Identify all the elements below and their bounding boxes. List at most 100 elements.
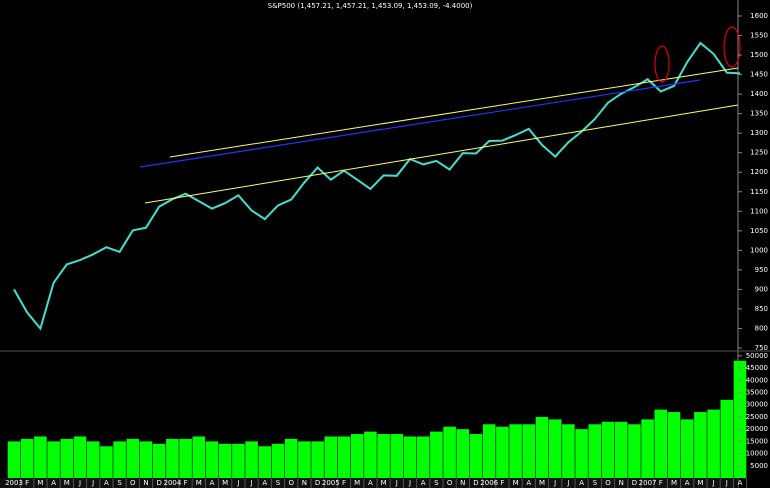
volume-bar bbox=[628, 424, 641, 478]
volume-bar bbox=[456, 429, 470, 478]
volume-bar bbox=[73, 436, 87, 478]
volume-bar bbox=[522, 424, 536, 478]
volume-bar bbox=[298, 441, 311, 478]
x-tick-label: S bbox=[276, 479, 281, 487]
volume-bar bbox=[482, 424, 496, 478]
x-tick-label: N bbox=[460, 479, 465, 487]
y-tick-label: 1300 bbox=[750, 129, 768, 137]
volume-bar bbox=[179, 438, 192, 478]
x-tick-label: M bbox=[196, 479, 202, 487]
volume-bar bbox=[562, 424, 575, 478]
y-tick-label: 750 bbox=[755, 344, 768, 352]
y-tick-label: 850 bbox=[755, 305, 768, 313]
x-tick-label: J bbox=[395, 479, 398, 487]
x-tick-label: M bbox=[381, 479, 387, 487]
x-tick-label: A bbox=[210, 479, 215, 487]
chart-title: S&P500 (1,457.21, 1,457.21, 1,453.09, 1,… bbox=[268, 2, 473, 10]
volume-bar bbox=[166, 438, 179, 478]
y2-tick-label: 35000 bbox=[746, 389, 768, 397]
x-tick-label: S bbox=[117, 479, 122, 487]
x-tick-label: N bbox=[302, 479, 307, 487]
volume-bar bbox=[416, 436, 430, 478]
volume-bar bbox=[271, 443, 285, 478]
volume-bar bbox=[575, 429, 588, 478]
y2-tick-label: 20000 bbox=[746, 425, 768, 433]
y-tick-label: 1500 bbox=[750, 51, 768, 59]
x-tick-label: A bbox=[51, 479, 56, 487]
y2-tick-label: 40000 bbox=[746, 376, 768, 384]
volume-bar bbox=[337, 436, 351, 478]
volume-bar bbox=[152, 443, 166, 478]
x-tick-label: M bbox=[354, 479, 360, 487]
x-tick-label: J bbox=[408, 479, 411, 487]
volume-bar bbox=[430, 431, 443, 478]
x-tick-label: 2007 bbox=[639, 479, 657, 487]
x-tick-label: J bbox=[250, 479, 253, 487]
volume-bar bbox=[390, 434, 404, 478]
x-tick-label: F bbox=[659, 479, 663, 487]
x-axis-band bbox=[0, 478, 738, 488]
x-tick-label: A bbox=[368, 479, 373, 487]
volume-bar bbox=[20, 438, 34, 478]
trendline bbox=[139, 79, 701, 168]
volume-bar bbox=[720, 399, 734, 478]
x-tick-label: J bbox=[553, 479, 556, 487]
volume-bar bbox=[496, 426, 509, 478]
y-tick-label: 900 bbox=[755, 285, 768, 293]
volume-bar bbox=[641, 419, 654, 478]
y-tick-label: 1550 bbox=[750, 32, 768, 40]
y-tick-label: 1150 bbox=[750, 188, 768, 196]
y-tick-label: 800 bbox=[755, 324, 768, 332]
volume-bar bbox=[139, 441, 153, 478]
x-tick-label: 2004 bbox=[163, 479, 181, 487]
volume-bar bbox=[588, 424, 602, 478]
x-tick-label: S bbox=[593, 479, 598, 487]
x-tick-label: D bbox=[315, 479, 320, 487]
y2-tick-label: 25000 bbox=[746, 413, 768, 421]
x-tick-label: M bbox=[64, 479, 70, 487]
x-tick-label: O bbox=[447, 479, 453, 487]
volume-bar bbox=[324, 436, 338, 478]
volume-bar bbox=[350, 434, 364, 478]
trendline bbox=[144, 104, 739, 204]
volume-bar bbox=[443, 426, 456, 478]
y-tick-label: 1400 bbox=[750, 90, 768, 98]
x-tick-label: O bbox=[288, 479, 294, 487]
highlight-ellipse bbox=[723, 26, 741, 68]
volume-bar bbox=[654, 409, 668, 478]
x-tick-label: F bbox=[25, 479, 29, 487]
volume-bar bbox=[34, 436, 47, 478]
y-tick-label: 1000 bbox=[750, 246, 768, 254]
volume-bar bbox=[218, 443, 232, 478]
x-tick-label: M bbox=[37, 479, 43, 487]
volume-bar bbox=[707, 409, 720, 478]
x-tick-label: O bbox=[130, 479, 136, 487]
x-tick-label: A bbox=[738, 479, 743, 487]
x-tick-label: D bbox=[157, 479, 162, 487]
volume-bar bbox=[403, 436, 417, 478]
marks bbox=[7, 41, 747, 478]
y-tick-label: 950 bbox=[755, 266, 768, 274]
x-tick-label: M bbox=[222, 479, 228, 487]
x-tick-label: A bbox=[262, 479, 267, 487]
volume-bar bbox=[126, 438, 140, 478]
volume-bar bbox=[377, 434, 390, 478]
volume-bar bbox=[733, 360, 747, 478]
y2-tick-label: 50000 bbox=[746, 352, 768, 360]
volume-bar bbox=[113, 441, 126, 478]
x-tick-label: S bbox=[434, 479, 439, 487]
y2-tick-label: 45000 bbox=[746, 364, 768, 372]
y-tick-label: 1250 bbox=[750, 149, 768, 157]
trendline bbox=[169, 67, 739, 158]
volume-bar bbox=[509, 424, 522, 478]
volume-bar bbox=[100, 446, 113, 478]
volume-bar bbox=[7, 441, 21, 478]
price-line bbox=[13, 41, 741, 331]
x-tick-label: F bbox=[500, 479, 504, 487]
x-tick-label: 2006 bbox=[480, 479, 498, 487]
x-tick-label: M bbox=[539, 479, 545, 487]
volume-bar bbox=[614, 421, 628, 478]
y2-tick-label: 15000 bbox=[746, 437, 768, 445]
y-tick-label: 1600 bbox=[750, 12, 768, 20]
volume-bar bbox=[694, 412, 707, 478]
